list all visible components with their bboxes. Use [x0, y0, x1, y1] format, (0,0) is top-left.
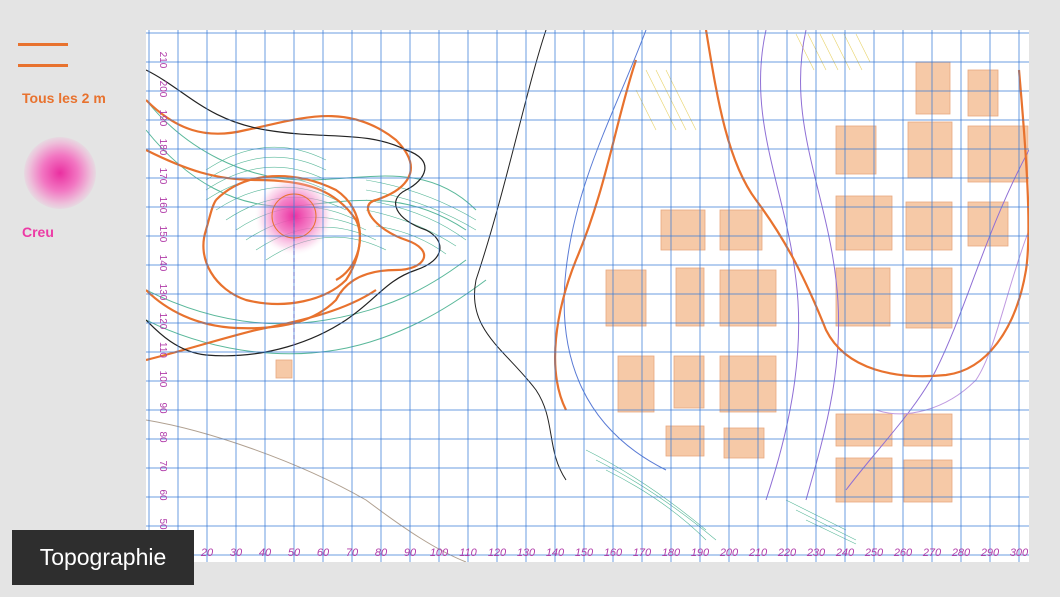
x-axis-label: 220	[777, 547, 797, 559]
contour-legend-swatch	[18, 38, 70, 72]
y-axis-label: 80	[157, 431, 168, 443]
x-axis-label: 150	[575, 547, 594, 559]
y-axis-label: 110	[157, 342, 168, 358]
y-axis-label: 120	[157, 313, 168, 330]
x-axis-label: 260	[893, 547, 913, 559]
x-axis-label: 290	[980, 547, 1000, 559]
x-axis-label: 20	[200, 547, 214, 559]
y-axis-label: 90	[157, 402, 168, 414]
topographic-map[interactable]: 1020304050607080901001101201301401501601…	[146, 30, 1029, 562]
y-axis-label: 140	[157, 255, 168, 272]
y-axis-label: 170	[157, 168, 168, 185]
y-axis-label: 200	[157, 81, 168, 98]
x-axis-label: 70	[346, 547, 359, 559]
hollow-legend-label: Creu	[22, 224, 54, 240]
y-axis-label: 190	[157, 110, 168, 127]
x-axis-label: 240	[835, 547, 855, 559]
x-axis-label: 300	[1010, 547, 1029, 559]
y-axis-label: 70	[157, 460, 168, 472]
x-axis-label: 30	[230, 547, 243, 559]
x-axis-label: 110	[459, 547, 477, 559]
buildings-layer	[275, 61, 1029, 503]
x-axis-label: 280	[951, 547, 971, 559]
x-axis-label: 160	[604, 547, 623, 559]
x-axis-label: 80	[375, 547, 388, 559]
x-axis-label: 180	[662, 547, 681, 559]
y-axis-label: 50	[157, 518, 168, 530]
y-axis-label: 60	[157, 489, 168, 501]
x-axis-labels: 1020304050607080901001101201301401501601…	[172, 547, 1029, 559]
x-axis-label: 230	[806, 547, 826, 559]
x-axis-label: 60	[317, 547, 330, 559]
hollow-legend-swatch	[24, 137, 96, 209]
y-axis-label: 210	[157, 52, 168, 69]
x-axis-label: 210	[748, 547, 768, 559]
coordinate-grid	[146, 30, 1029, 562]
x-axis-label: 100	[430, 547, 449, 559]
contour-legend-label: Tous les 2 m	[22, 90, 106, 106]
x-axis-label: 200	[719, 547, 739, 559]
x-axis-label: 140	[546, 547, 565, 559]
x-axis-label: 90	[404, 547, 417, 559]
y-axis-label: 180	[157, 139, 168, 156]
y-axis-label: 130	[157, 284, 168, 301]
y-axis-label: 100	[157, 371, 168, 388]
x-axis-label: 170	[633, 547, 652, 559]
x-axis-label: 120	[488, 547, 507, 559]
ridge-contour	[474, 30, 567, 481]
y-axis-label: 150	[157, 226, 168, 243]
y-axis-label: 160	[157, 197, 168, 214]
x-axis-label: 130	[517, 547, 536, 559]
x-axis-label: 40	[259, 547, 272, 559]
page-title: Topographie	[39, 544, 167, 570]
x-axis-label: 190	[691, 547, 710, 559]
x-axis-label: 50	[288, 547, 301, 559]
minor-contour-lines	[146, 30, 1029, 562]
map-canvas: 1020304050607080901001101201301401501601…	[146, 30, 1029, 562]
x-axis-label: 270	[922, 547, 942, 559]
title-box: Topographie	[12, 530, 194, 585]
x-axis-label: 250	[864, 547, 884, 559]
y-axis-labels: 210 200 190 180 170 160 150 140 130 120 110 100 90 80…	[157, 52, 168, 530]
